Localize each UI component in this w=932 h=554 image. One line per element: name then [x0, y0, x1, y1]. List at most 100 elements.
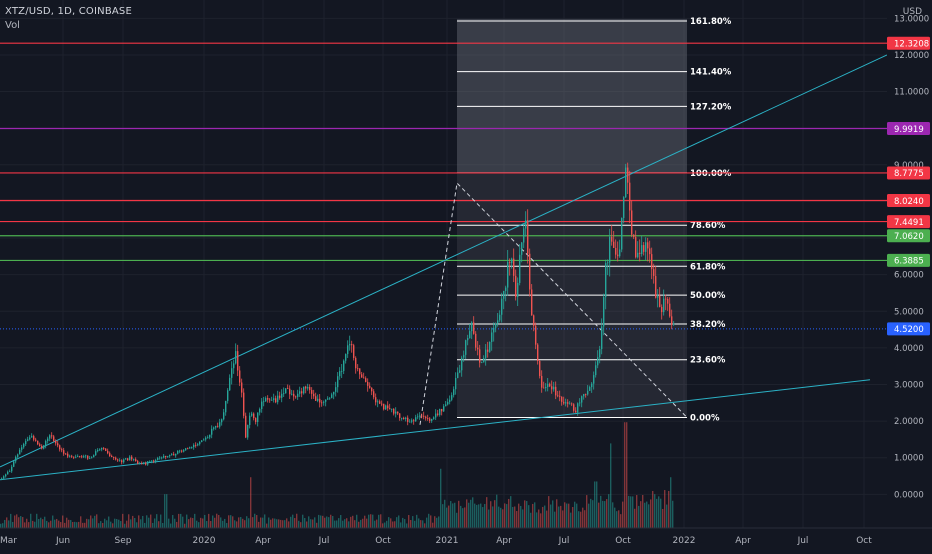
candle-body [569, 403, 571, 405]
candle-body [599, 349, 601, 358]
volume-bar [346, 518, 348, 528]
candle-body [259, 408, 261, 413]
candle-body [495, 323, 497, 328]
symbol-legend[interactable]: XTZ/USD, 1D, COINBASE [5, 6, 132, 17]
volume-bar [564, 502, 566, 528]
candle-body [175, 453, 177, 456]
candle-body [283, 393, 285, 395]
candle-body [361, 374, 363, 378]
volume-bar [428, 513, 430, 528]
volume-bar [480, 503, 482, 528]
volume-bar [246, 516, 248, 528]
candles [1, 162, 675, 481]
volume-bar [272, 518, 274, 528]
candle-body [65, 453, 67, 455]
candle-body [235, 351, 237, 364]
candle-body [377, 401, 379, 403]
volume-bar [388, 517, 390, 528]
candle-body [101, 447, 103, 450]
volume-bar [60, 522, 62, 528]
volume-bar [496, 494, 498, 528]
candle-body [203, 439, 205, 441]
candle-body [79, 456, 81, 458]
y-tick-label: 3.0000 [894, 381, 924, 391]
y-tick-label: 4.0000 [894, 344, 924, 354]
volume-bar [242, 518, 244, 528]
x-tick-label: Jul [318, 536, 330, 546]
candle-body [297, 393, 299, 397]
candle-body [151, 460, 153, 462]
volume-legend[interactable]: Vol [5, 20, 20, 31]
candle-body [123, 459, 125, 463]
volume-bar [302, 514, 304, 528]
candle-body [637, 252, 639, 258]
candle-body [13, 461, 15, 467]
candle-body [279, 395, 281, 398]
candle-body [261, 401, 263, 409]
volume-bar [280, 519, 282, 528]
volume-bar [488, 509, 490, 528]
volume-bar [644, 502, 646, 528]
candle-body [643, 245, 645, 252]
candle-body [395, 411, 397, 414]
candle-body [619, 249, 621, 257]
volume-bar [424, 523, 426, 528]
candle-body [51, 435, 53, 437]
volume-bar [618, 510, 620, 528]
candle-body [501, 298, 503, 315]
candle-body [25, 440, 27, 445]
volume-bar [32, 520, 34, 528]
time-axis-background [0, 528, 932, 550]
candle-body [645, 242, 647, 252]
candle-body [411, 420, 413, 422]
volume-bar [404, 519, 406, 528]
volume-bar [28, 522, 30, 528]
volume-bar [552, 500, 554, 528]
volume-bar [104, 518, 106, 528]
candle-body [59, 445, 61, 450]
volume-bar [194, 513, 196, 528]
volume-bar [238, 517, 240, 528]
volume-bar [42, 519, 44, 528]
candle-body [183, 450, 185, 452]
candle-body [91, 457, 93, 459]
volume-bar [198, 522, 200, 528]
candle-body [557, 395, 559, 397]
candle-body [559, 395, 561, 397]
volume-bar [650, 499, 652, 528]
volume-bar [318, 514, 320, 528]
candle-body [657, 295, 659, 298]
volume-bar [202, 518, 204, 528]
volume-bar [604, 501, 606, 528]
volume-bar [502, 509, 504, 528]
volume-bar [362, 518, 364, 528]
volume-bar [636, 495, 638, 528]
x-tick-label-partial: Mar [0, 536, 17, 546]
candle-body [655, 275, 657, 298]
level-price-tag: 7.0620 [894, 232, 924, 242]
volume-bar [356, 514, 358, 528]
fib-level-label: 141.40% [690, 68, 732, 78]
volume-bar [462, 508, 464, 528]
candle-body [583, 394, 585, 397]
candle-body [397, 411, 399, 414]
candle-body [511, 258, 513, 264]
candle-body [115, 457, 117, 460]
volume-bar [328, 517, 330, 528]
volume-bar [550, 504, 552, 528]
candle-body [439, 408, 441, 415]
candle-body [233, 363, 235, 369]
candle-body [357, 368, 359, 370]
candle-body [337, 376, 339, 388]
candle-body [523, 228, 525, 243]
level-price-tag: 8.0240 [894, 197, 924, 207]
candle-body [165, 455, 167, 458]
volume-bar [532, 503, 534, 528]
candle-body [87, 455, 89, 459]
candle-body [159, 457, 161, 459]
candle-body [333, 391, 335, 395]
candle-body [179, 450, 181, 452]
candle-body [525, 220, 527, 229]
